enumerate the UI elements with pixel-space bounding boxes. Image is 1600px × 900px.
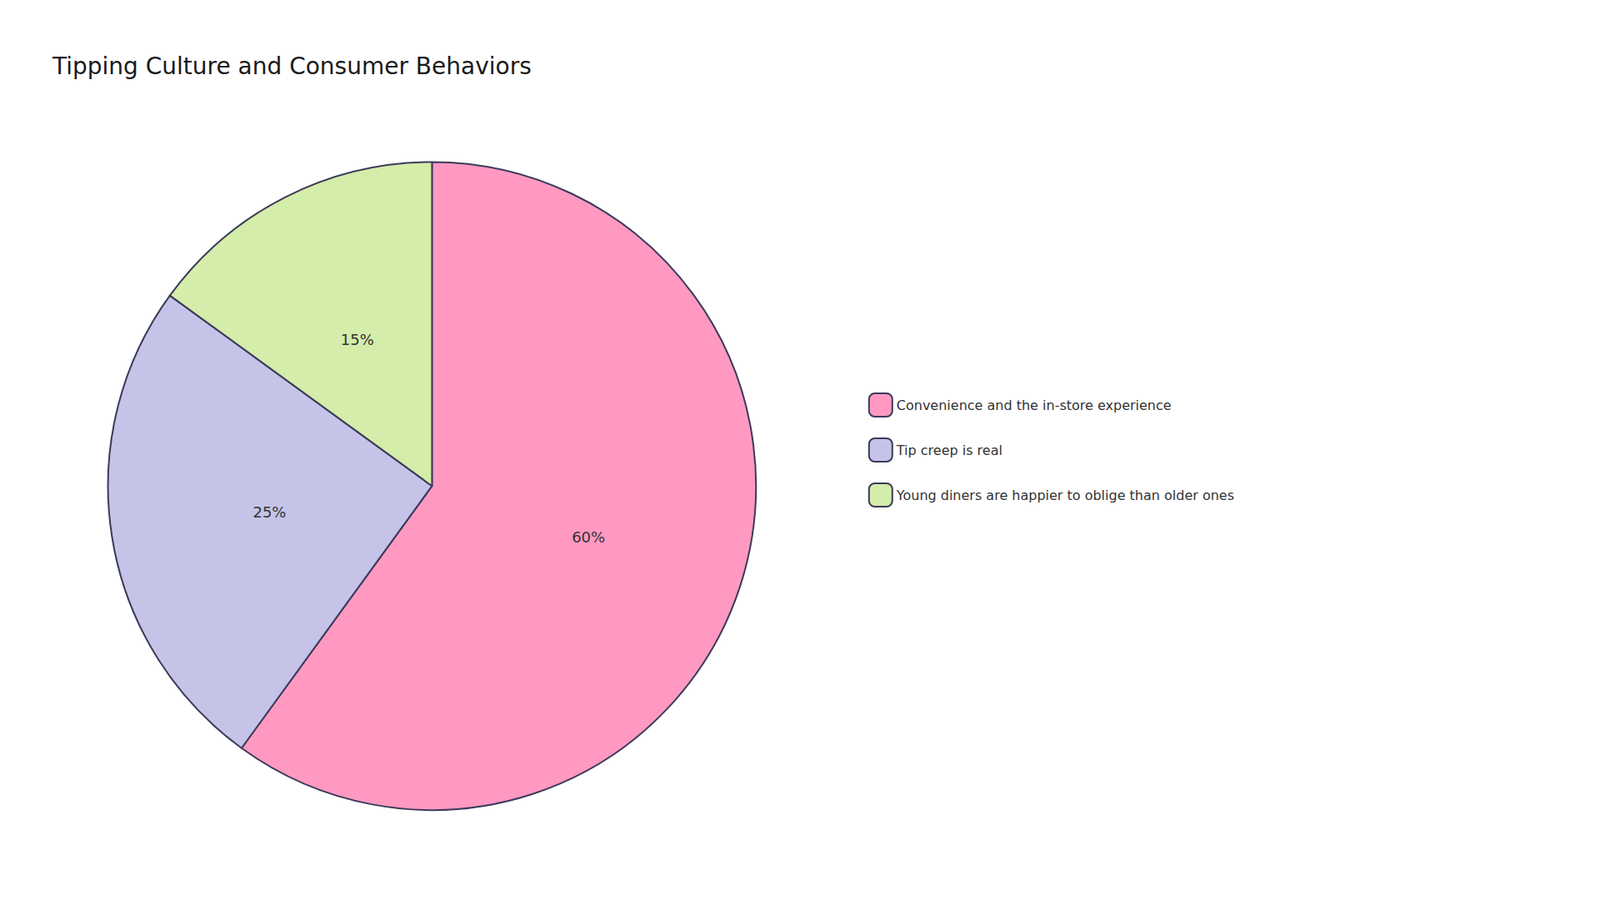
svg-text:60%: 60% <box>571 528 605 546</box>
svg-text:Young diners are happier to ob: Young diners are happier to oblige than … <box>895 487 1235 504</box>
svg-text:15%: 15% <box>340 330 375 349</box>
svg-text:25%: 25% <box>252 503 286 521</box>
svg-text:Convenience and the in-store e: Convenience and the in-store experience <box>896 397 1172 414</box>
svg-text:Tip creep is real: Tip creep is real <box>895 442 1003 459</box>
svg-text:Tipping Culture and Consumer B: Tipping Culture and Consumer Behaviors <box>51 52 532 80</box>
